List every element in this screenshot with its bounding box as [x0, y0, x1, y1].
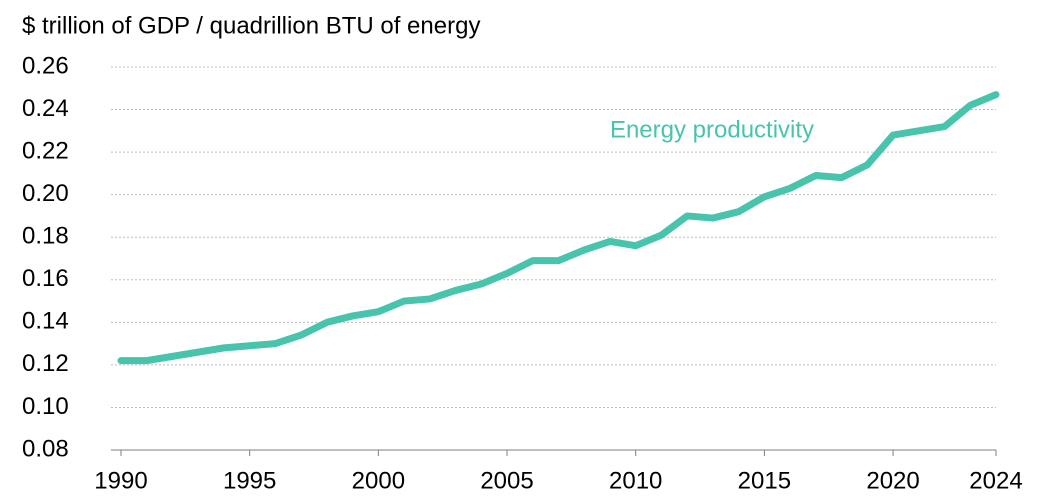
- y-tick-label: 0.12: [22, 350, 69, 377]
- y-tick-label: 0.22: [22, 137, 69, 164]
- y-tick-label: 0.24: [22, 95, 69, 122]
- x-tick-label: 1995: [223, 467, 276, 494]
- x-tick-label: 1990: [94, 467, 147, 494]
- x-tick-label: 2010: [609, 467, 662, 494]
- data-line: [117, 91, 1000, 365]
- x-tick-label: 2020: [866, 467, 919, 494]
- y-tick-label: 0.10: [22, 393, 69, 420]
- x-tick-label: 2015: [738, 467, 791, 494]
- x-tick-label: 2024: [969, 467, 1022, 494]
- series-label: Energy productivity: [610, 116, 814, 143]
- y-tick-label: 0.20: [22, 180, 69, 207]
- y-tick-label: 0.26: [22, 52, 69, 79]
- y-tick-label: 0.18: [22, 223, 69, 250]
- x-tick-label: 2000: [352, 467, 405, 494]
- y-tick-label: 0.08: [22, 435, 69, 462]
- y-tick-label: 0.16: [22, 265, 69, 292]
- chart-title: $ trillion of GDP / quadrillion BTU of e…: [22, 12, 480, 39]
- y-tick-label: 0.14: [22, 308, 69, 335]
- x-tick-label: 2005: [480, 467, 533, 494]
